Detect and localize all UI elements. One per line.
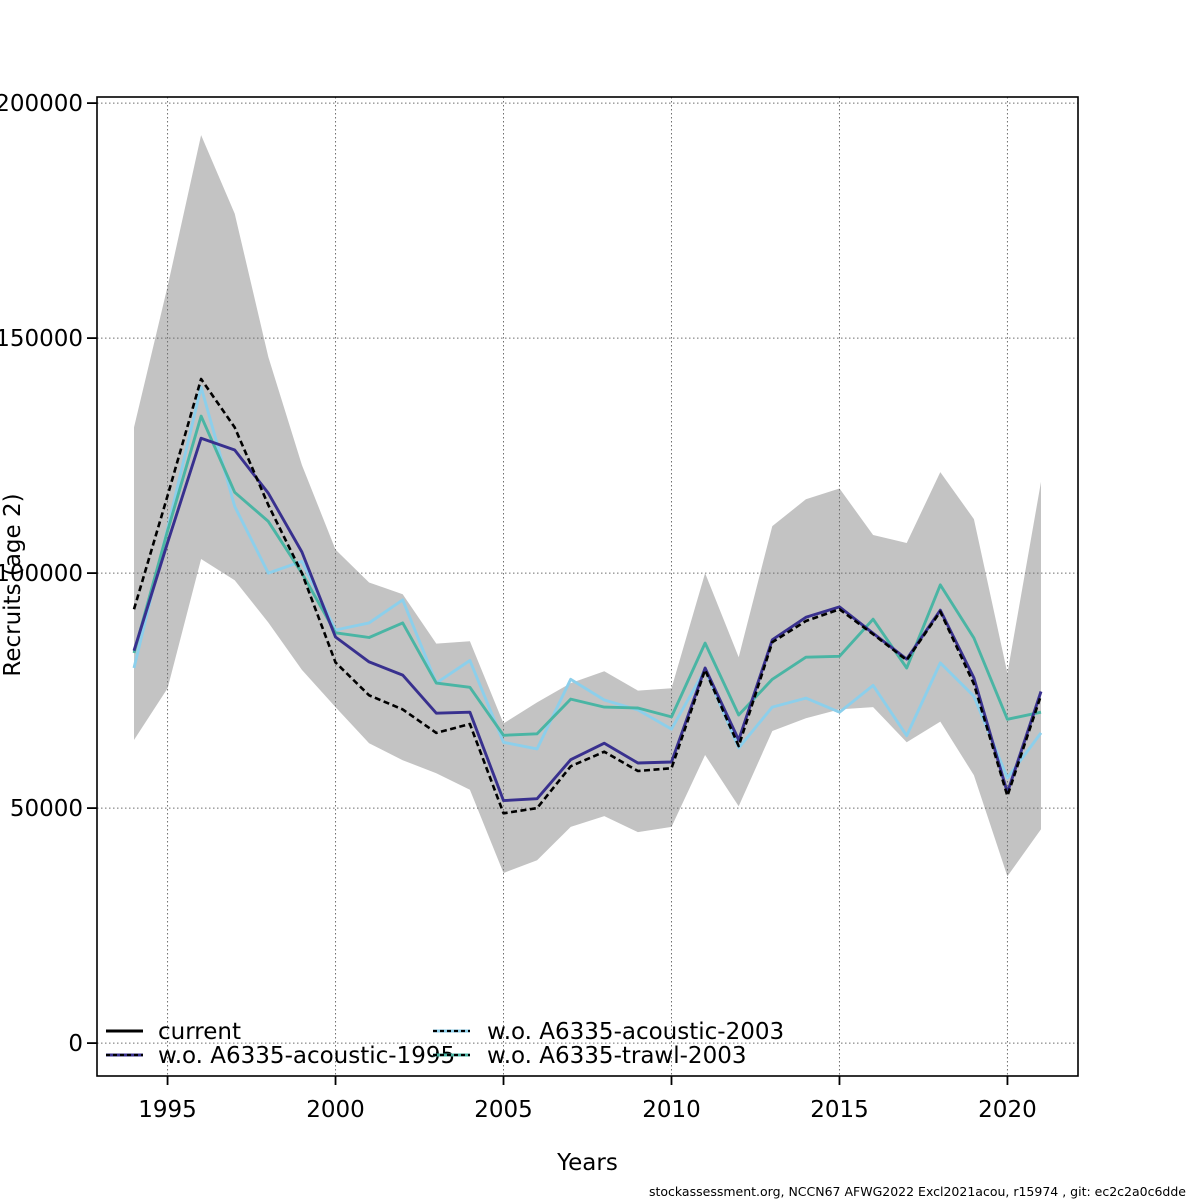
y-tick-label: 150000 <box>0 326 83 352</box>
legend-label: w.o. A6335-acoustic-2003 <box>487 1019 784 1045</box>
series-lines-layer <box>132 377 1043 815</box>
series-line-current <box>132 377 1043 815</box>
x-tick-label: 2005 <box>474 1097 533 1123</box>
series-line-w-o-a6335-trawl-2003 <box>132 414 1042 737</box>
legend-label: current <box>158 1019 241 1045</box>
y-axis-label: Recruits (age 2) <box>0 493 26 676</box>
footer-credit: stockassessment.org, NCCN67 AFWG2022 Exc… <box>649 1184 1186 1199</box>
legend-label: w.o. A6335-trawl-2003 <box>487 1043 746 1069</box>
y-tick-label: 0 <box>68 1031 83 1057</box>
x-tick-label: 2015 <box>810 1097 869 1123</box>
plot-box <box>96 96 1079 1077</box>
grid-layer <box>97 97 1078 1076</box>
legend-entry: current <box>106 1019 241 1045</box>
legend-entry: w.o. A6335-acoustic-1995 <box>106 1043 455 1069</box>
y-tick-label: 200000 <box>0 91 83 117</box>
x-tick-label: 1995 <box>138 1097 197 1123</box>
axes-layer: 1995 2000 2005 2010 2015 2020 0 50000 100000 1500… <box>0 91 1079 1123</box>
x-tick-label: 2010 <box>642 1097 701 1123</box>
confidence-band <box>134 135 1041 877</box>
legend-entry: w.o. A6335-trawl-2003 <box>433 1043 746 1069</box>
y-tick-label: 100000 <box>0 561 83 587</box>
x-axis-label: Years <box>556 1150 618 1176</box>
legend-entry: w.o. A6335-acoustic-2003 <box>433 1019 784 1045</box>
x-tick-label: 2000 <box>306 1097 365 1123</box>
legend-label: w.o. A6335-acoustic-1995 <box>158 1043 455 1069</box>
y-tick-label: 50000 <box>10 796 83 822</box>
confidence-band-layer <box>134 135 1041 877</box>
series-line-w-o-a6335-acoustic-2003 <box>132 385 1043 780</box>
x-tick-label: 2020 <box>978 1097 1037 1123</box>
